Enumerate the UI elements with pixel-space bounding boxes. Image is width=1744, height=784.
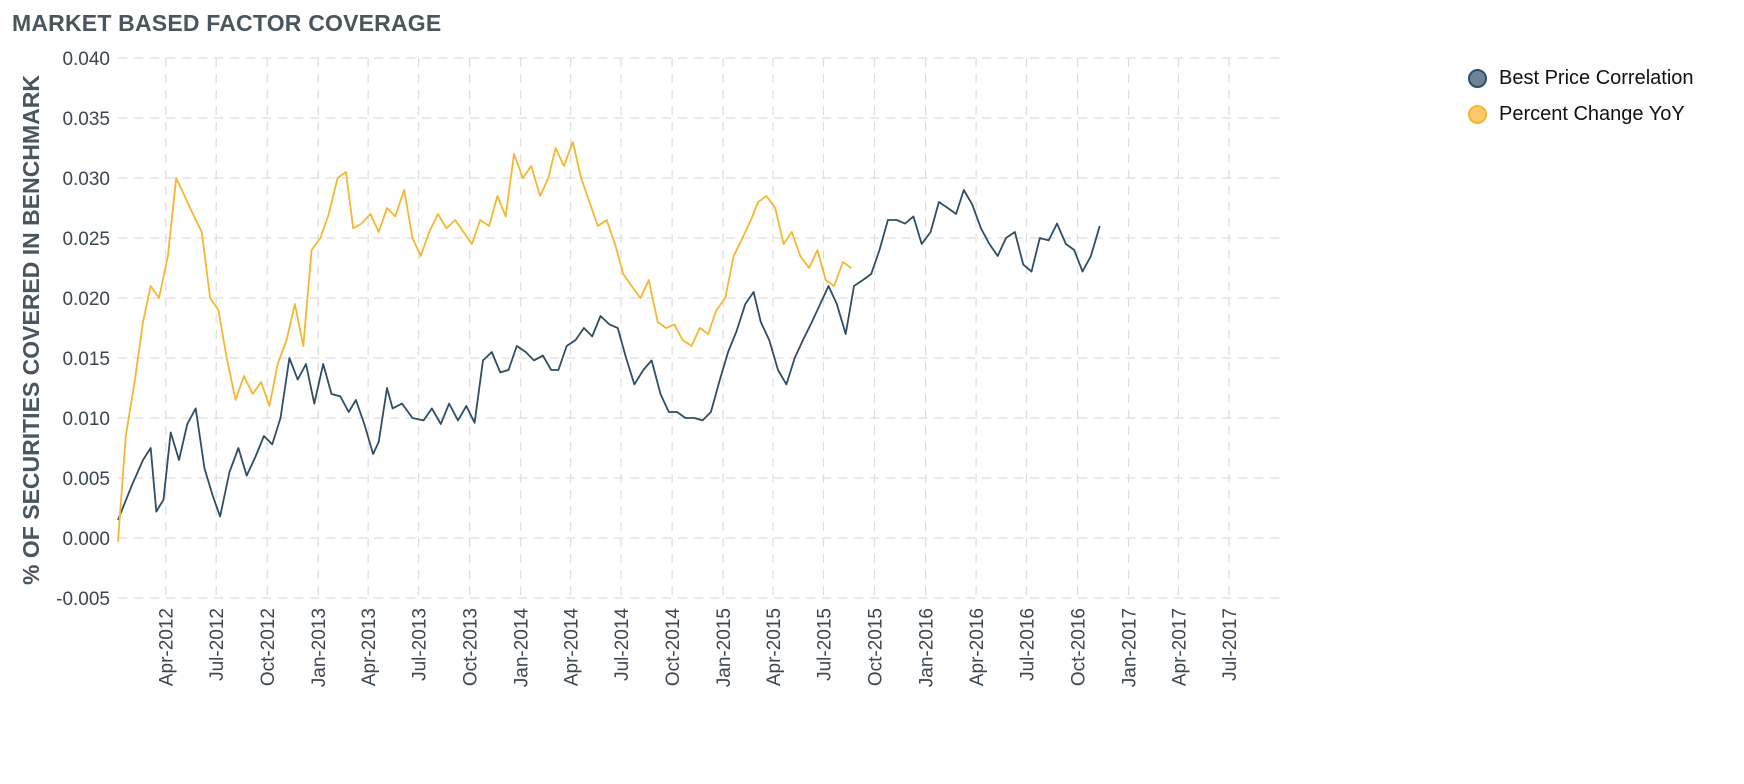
- x-tick-label: Oct-2014: [663, 608, 684, 687]
- series-line-best-price-correlation: [117, 189, 1101, 521]
- x-tick-label: Jul-2014: [612, 608, 633, 681]
- x-tick-label: Jan-2013: [309, 608, 330, 687]
- legend-item-best-price[interactable]: Best Price Correlation: [1468, 60, 1694, 96]
- y-tick-label: 0.025: [62, 229, 110, 250]
- x-axis-ticks: Apr-2012 Jul-2012 Oct-2012 Jan-2013 Apr-2013…: [157, 608, 1241, 688]
- x-tick-label: Jan-2016: [917, 608, 938, 687]
- y-tick-label: 0.000: [62, 529, 110, 550]
- x-tick-label: Oct-2012: [258, 608, 279, 686]
- x-tick-label: Apr-2017: [1169, 608, 1190, 686]
- y-tick-label: -0.005: [56, 589, 110, 610]
- x-tick-label: Apr-2016: [967, 608, 988, 686]
- x-tick-label: Jan-2015: [714, 608, 735, 687]
- legend-marker-circle-icon: [1468, 68, 1487, 88]
- y-axis-label: % OF SECURITIES COVERED IN BENCHMARK: [18, 75, 44, 585]
- legend-label: Best Price Correlation: [1499, 66, 1694, 89]
- x-tick-label: Apr-2014: [562, 608, 583, 687]
- legend-marker-circle-icon: [1468, 104, 1487, 124]
- chart-title: MARKET BASED FACTOR COVERAGE: [12, 10, 442, 36]
- y-tick-label: 0.040: [62, 49, 110, 70]
- y-tick-label: 0.020: [62, 289, 110, 310]
- x-tick-label: Oct-2016: [1069, 608, 1090, 686]
- x-tick-label: Oct-2013: [461, 608, 482, 686]
- x-tick-label: Jul-2012: [207, 608, 228, 681]
- legend-item-percent-change[interactable]: Percent Change YoY: [1468, 96, 1694, 132]
- x-tick-label: Jan-2017: [1120, 608, 1141, 687]
- y-axis-ticks: 0.040 0.035 0.030 0.025 0.020 0.015 0.010 0.005…: [56, 49, 110, 610]
- x-tick-label: Jul-2016: [1018, 608, 1039, 681]
- series-lines: [117, 141, 1101, 542]
- x-tick-label: Oct-2015: [866, 608, 887, 686]
- y-tick-label: 0.015: [62, 349, 110, 370]
- y-tick-label: 0.035: [62, 109, 110, 130]
- x-tick-label: Jul-2013: [410, 608, 431, 681]
- x-tick-label: Apr-2013: [359, 608, 380, 686]
- series-line-percent-change-yoy: [117, 141, 852, 542]
- x-tick-label: Apr-2015: [764, 608, 785, 686]
- x-tick-label: Jul-2015: [815, 608, 836, 681]
- legend-label: Percent Change YoY: [1499, 102, 1685, 125]
- y-tick-label: 0.010: [62, 409, 110, 430]
- x-tick-label: Jul-2017: [1220, 608, 1241, 681]
- x-tick-label: Jan-2014: [512, 608, 533, 688]
- y-tick-label: 0.030: [62, 169, 110, 190]
- x-tick-label: Apr-2012: [157, 608, 178, 686]
- y-tick-label: 0.005: [62, 469, 110, 490]
- legend: Best Price Correlation Percent Change Yo…: [1468, 60, 1694, 132]
